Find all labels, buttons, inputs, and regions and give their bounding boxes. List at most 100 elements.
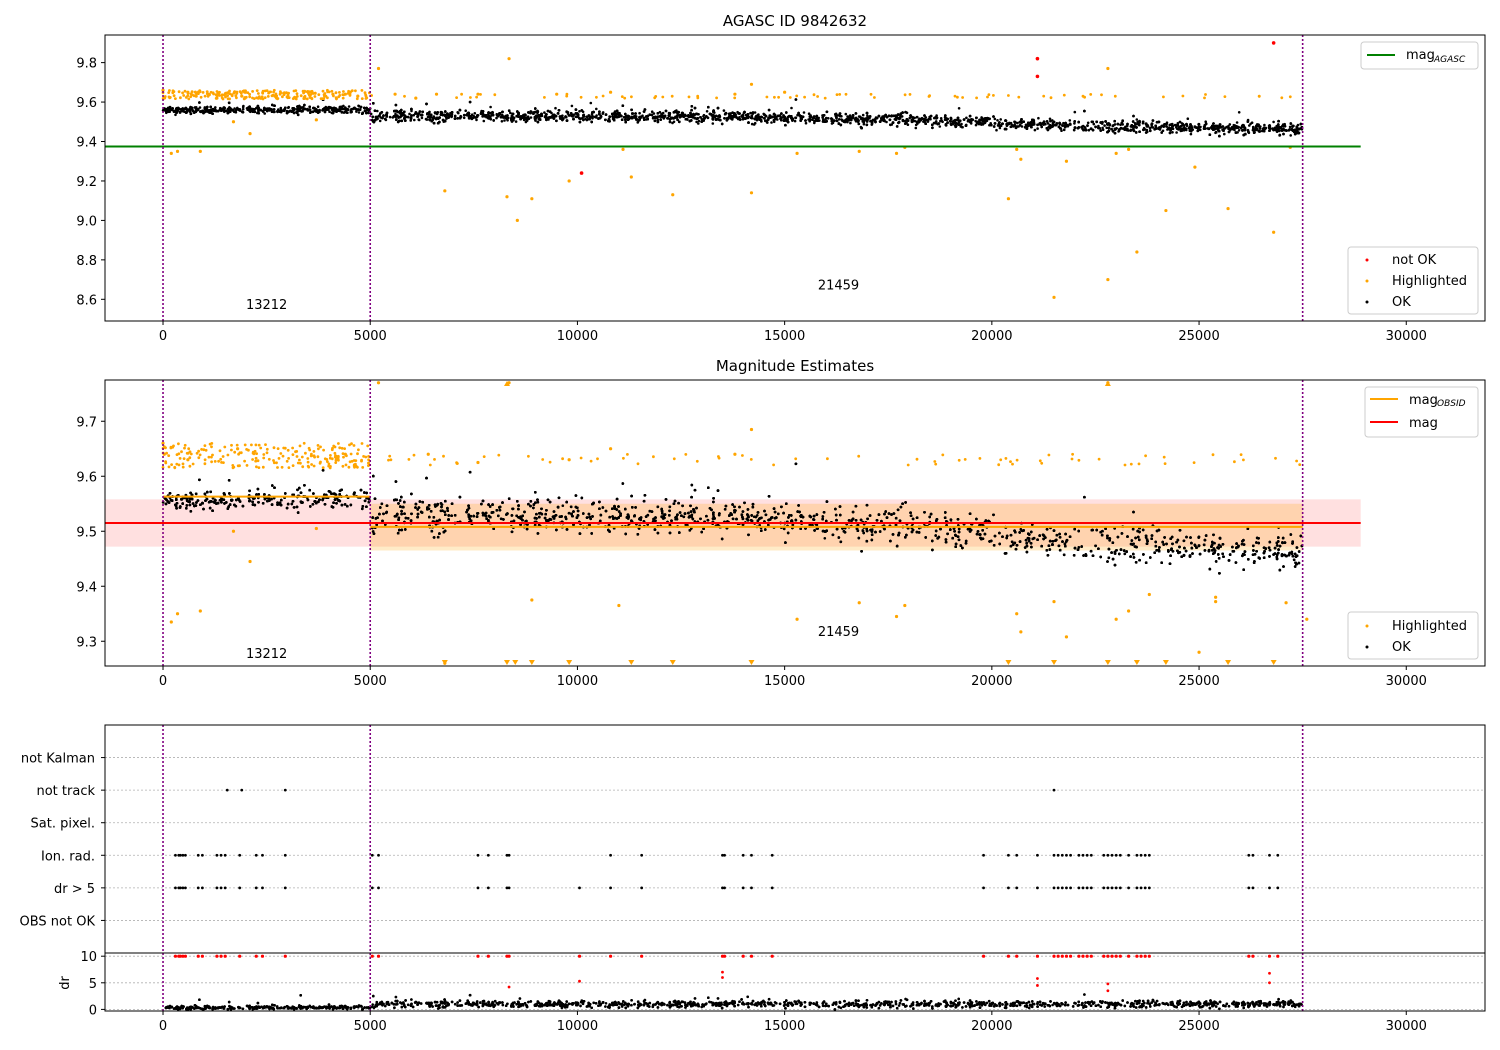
ok-point <box>1213 125 1216 128</box>
ok-point <box>1219 126 1222 129</box>
ok-point <box>681 111 684 115</box>
ok-point <box>1258 130 1261 133</box>
ok-point <box>438 116 441 119</box>
ok-point <box>1277 119 1280 123</box>
ok-point <box>1148 126 1152 130</box>
ok-point <box>525 116 528 120</box>
ok-point <box>404 115 408 119</box>
ok-point <box>371 115 375 119</box>
ok-point <box>428 115 431 118</box>
ok-point <box>671 121 674 125</box>
ok-point <box>1296 123 1300 127</box>
ok-point <box>874 120 877 124</box>
ok-point <box>1248 124 1251 127</box>
ok-point <box>228 106 231 109</box>
ok-point <box>529 116 533 119</box>
ok-point <box>462 116 466 120</box>
ok-point <box>1295 126 1299 130</box>
ok-point <box>380 111 384 114</box>
ok-point <box>1260 129 1264 133</box>
ok-point <box>532 111 536 114</box>
ok-point <box>1105 126 1108 130</box>
ok-point <box>462 113 466 117</box>
ok-point <box>259 108 262 112</box>
ok-point <box>794 116 798 120</box>
ok-point <box>924 116 928 119</box>
ok-point <box>931 126 934 130</box>
ok-point <box>615 112 619 116</box>
ok-point <box>725 119 729 122</box>
ok-point <box>1217 128 1220 132</box>
ok-point <box>397 116 400 119</box>
ok-point <box>868 115 872 118</box>
ok-point <box>861 120 865 123</box>
ok-point <box>1016 121 1019 125</box>
ok-point <box>1113 123 1117 126</box>
ok-point <box>436 111 440 114</box>
ok-point <box>643 108 647 111</box>
ok-point <box>660 115 663 118</box>
ok-point <box>196 108 200 112</box>
ok-point <box>529 111 532 115</box>
ok-point <box>992 125 996 128</box>
ok-point <box>861 113 865 117</box>
ok-point <box>796 113 799 117</box>
ok-point <box>946 121 949 124</box>
ok-point <box>1203 127 1207 130</box>
ok-point <box>420 116 424 120</box>
agasc-title: AGASC ID 9842632 <box>723 12 867 30</box>
ok-point <box>847 116 851 120</box>
ok-point <box>394 112 397 116</box>
ok-point <box>1045 127 1049 130</box>
ok-point <box>1184 127 1188 131</box>
ok-point <box>746 113 750 116</box>
ok-point <box>753 111 757 114</box>
ok-point <box>588 117 591 121</box>
ok-point <box>978 118 981 122</box>
ok-point <box>885 115 889 119</box>
ok-point <box>1138 130 1141 133</box>
ok-point <box>296 105 299 108</box>
ok-point <box>1135 126 1138 129</box>
ok-point <box>634 112 637 115</box>
ok-point <box>772 112 776 116</box>
ok-point <box>612 118 616 122</box>
ok-point <box>591 111 594 114</box>
ok-point <box>849 121 852 125</box>
ok-point <box>378 119 382 123</box>
ok-point <box>507 116 510 120</box>
ok-point <box>807 112 811 115</box>
ok-point <box>484 114 488 118</box>
ok-point <box>343 110 347 114</box>
ok-point <box>222 106 226 109</box>
ok-point <box>1095 120 1098 124</box>
ok-point <box>1196 129 1199 133</box>
ok-point <box>1086 124 1089 127</box>
ok-point <box>960 122 963 126</box>
ok-point <box>643 118 646 121</box>
ok-point <box>534 107 537 110</box>
ok-point <box>624 112 627 116</box>
ok-point <box>1182 124 1186 127</box>
ok-point <box>1044 122 1047 126</box>
ok-point <box>635 117 638 121</box>
ok-point <box>851 114 855 117</box>
ok-point <box>935 116 939 120</box>
ok-point <box>1171 125 1174 128</box>
ok-point <box>936 122 939 126</box>
ok-point <box>408 112 411 116</box>
ok-point <box>767 108 771 112</box>
ok-point <box>668 114 671 118</box>
ok-point <box>318 108 321 112</box>
ok-point <box>1197 125 1201 129</box>
ok-point <box>658 110 662 114</box>
ok-point <box>864 117 868 120</box>
ok-point <box>983 121 987 125</box>
ok-point <box>495 116 498 120</box>
ok-point <box>1063 124 1067 128</box>
ok-point <box>992 115 995 118</box>
ok-point <box>271 103 274 107</box>
ok-point <box>1094 125 1097 129</box>
ok-point <box>695 120 698 124</box>
ok-point <box>900 115 904 118</box>
